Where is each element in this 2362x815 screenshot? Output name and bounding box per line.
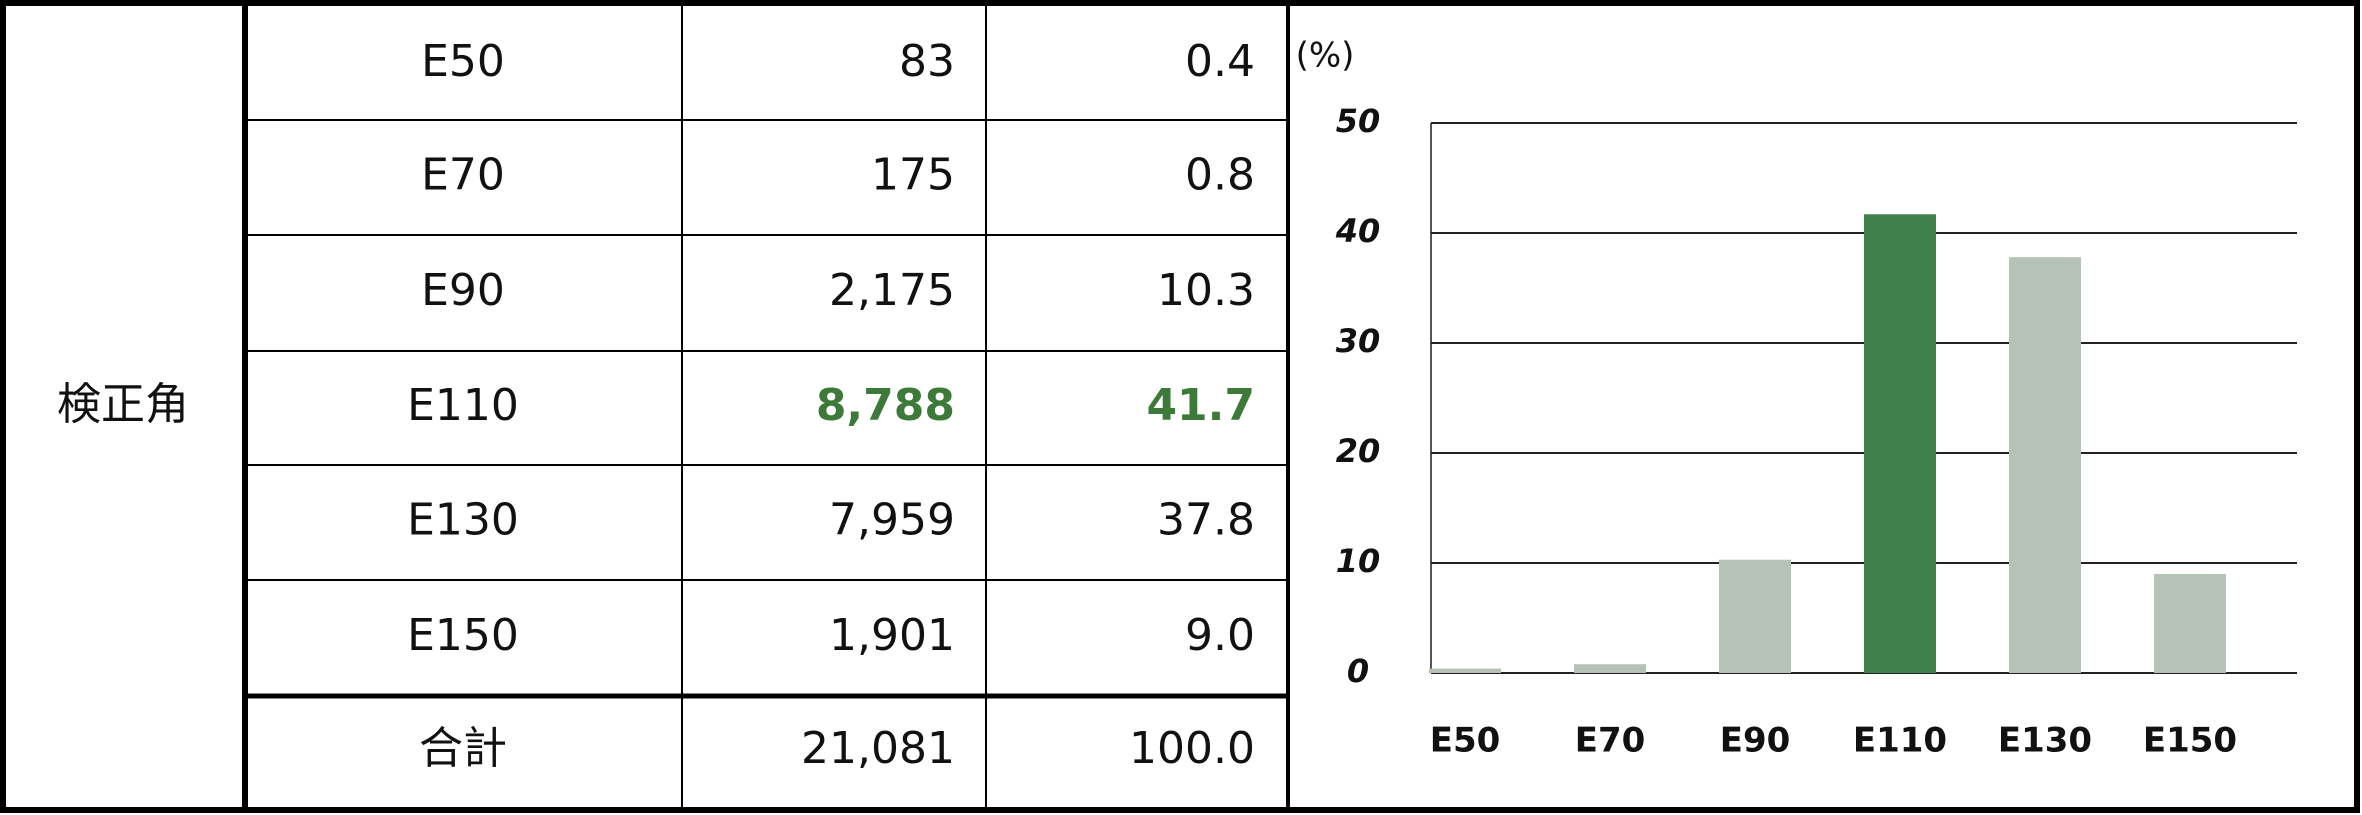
- bar: [2154, 574, 2226, 673]
- table-cell: E150: [407, 610, 519, 661]
- table-cell: 10.3: [1157, 265, 1255, 316]
- bar: [1574, 664, 1646, 673]
- y-tick-label: 0: [1347, 652, 1369, 690]
- table-cell: 9.0: [1185, 610, 1255, 661]
- table-cell: 7,959: [829, 495, 955, 546]
- table-cell: E130: [407, 495, 519, 546]
- table-cell: 83: [899, 36, 955, 87]
- table-cell: 1,901: [829, 610, 955, 661]
- table-cell: 100.0: [1129, 723, 1255, 774]
- y-tick-label: 30: [1336, 322, 1381, 360]
- x-tick-label: E70: [1575, 721, 1646, 761]
- table-cell: 0.8: [1185, 150, 1255, 201]
- table-cell: E110: [407, 380, 519, 431]
- bar: [1864, 214, 1936, 674]
- x-tick-label: E90: [1720, 721, 1791, 761]
- x-tick-label: E50: [1430, 721, 1501, 761]
- y-tick-label: 50: [1336, 102, 1381, 140]
- bar: [1719, 559, 1791, 673]
- table-cell: 21,081: [801, 723, 955, 774]
- row-header: 検正角: [57, 379, 189, 430]
- table-cell: E50: [421, 36, 505, 87]
- y-tick-label: 40: [1335, 212, 1381, 250]
- table-cell: E90: [421, 265, 505, 316]
- x-tick-label: E110: [1853, 721, 1947, 761]
- table-cell: 0.4: [1185, 36, 1255, 87]
- table-cell: 41.7: [1146, 380, 1255, 431]
- y-axis-label: (%): [1296, 36, 1355, 76]
- bar: [2009, 257, 2081, 673]
- table-cell: 37.8: [1157, 495, 1255, 546]
- table-cell: 合計: [419, 723, 507, 774]
- table-cell: 175: [871, 150, 955, 201]
- table-cell: 2,175: [829, 265, 955, 316]
- y-tick-label: 10: [1336, 542, 1381, 580]
- bar: [1429, 668, 1501, 673]
- table-cell: 8,788: [816, 380, 955, 431]
- y-tick-label: 20: [1336, 432, 1381, 470]
- table-cell: E70: [421, 150, 505, 201]
- x-tick-label: E150: [2143, 721, 2237, 761]
- x-tick-label: E130: [1998, 721, 2092, 761]
